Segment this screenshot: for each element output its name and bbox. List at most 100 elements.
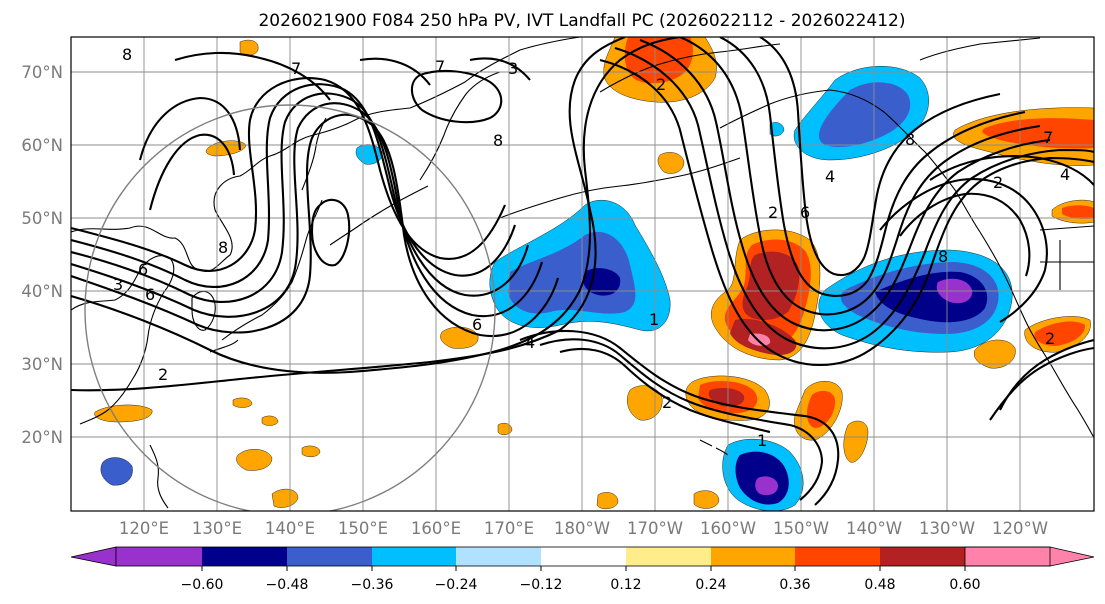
lon-label: 150°W: [773, 519, 829, 538]
negative-anomaly: [818, 82, 911, 147]
positive-anomaly: [693, 490, 720, 509]
contour-label: 6: [145, 285, 155, 304]
map-panel: 8 7 7 2 8 8 2 2 4 7 6 3 6 2 8 6 4 1 2 6 …: [71, 37, 1094, 511]
positive-anomaly: [497, 423, 513, 435]
pv-contour: [71, 77, 506, 272]
north-america-coastline: [979, 231, 1094, 439]
colorbar-extend-min: [70, 546, 117, 567]
colorbar-segment: [372, 547, 456, 566]
contour-label: 8: [938, 247, 948, 266]
lon-label: 170°W: [627, 519, 683, 538]
contour-label: 3: [508, 59, 518, 78]
lon-label: 140°E: [265, 519, 315, 538]
pv-contour: [719, 37, 1026, 297]
kuril-islands: [329, 185, 429, 246]
colorbar-tick-label: −0.48: [266, 577, 309, 593]
colorbar-extend-max: [964, 546, 1095, 567]
pv-contour: [174, 51, 531, 101]
positive-anomaly: [261, 415, 279, 426]
pv-contour: [899, 192, 1031, 277]
contour-label: 6: [138, 260, 148, 279]
kamchatka-coastline: [419, 71, 501, 181]
lon-label: 140°W: [846, 519, 902, 538]
contour-label: 2: [158, 365, 168, 384]
pv-contour: [559, 347, 771, 434]
pv-contour: [679, 37, 1041, 316]
contour-label: 7: [291, 59, 301, 78]
positive-anomaly: [742, 251, 800, 320]
colorbar-tick-label: −0.60: [181, 577, 224, 593]
latitude-labels: 70°N 60°N 50°N 40°N 30°N 20°N: [21, 63, 63, 447]
pv-contour: [614, 46, 1094, 350]
aleutian-islands: [499, 157, 741, 219]
contour-label: 4: [525, 333, 535, 352]
contour-label: 6: [800, 203, 810, 222]
colorbar-tick-label: −0.24: [435, 577, 478, 593]
colorbar-tick-label: 0.12: [610, 577, 641, 593]
colorbar-segment: [456, 547, 541, 566]
contour-label: 4: [825, 167, 835, 186]
colorbar-segment: [202, 547, 287, 566]
colorbar-ticks: [201, 566, 966, 571]
lon-label: 130°E: [192, 519, 242, 538]
positive-anomaly: [301, 445, 321, 457]
pv-contour: [519, 329, 840, 506]
pv-contour: [71, 102, 544, 318]
pv-contour: [599, 58, 1094, 366]
negative-anomaly: [583, 268, 621, 296]
contour-label: 1: [757, 431, 767, 450]
colorbar-segment: [541, 547, 626, 566]
negative-anomaly: [100, 457, 133, 486]
colorbar-frame: [115, 546, 1051, 567]
colorbar-segment: [287, 547, 372, 566]
colorbar: −0.60 −0.48 −0.36 −0.24 −0.12 0.12 0.24 …: [70, 546, 1095, 593]
philippines-coastline: [149, 444, 169, 509]
longitude-labels: 120°E 130°E 140°E 150°E 160°E 170°E 180°…: [119, 519, 1048, 538]
hudson-coastline: [1039, 225, 1094, 290]
lat-label: 60°N: [21, 136, 63, 155]
lon-label: 160°E: [411, 519, 461, 538]
lon-label: 170°E: [484, 519, 534, 538]
colorbar-segment: [116, 547, 202, 566]
colorbar-segment: [795, 547, 880, 566]
lat-label: 30°N: [21, 355, 63, 374]
alaska-coastline: [719, 89, 981, 233]
positive-anomaly: [657, 152, 685, 174]
map-frame: [70, 36, 1095, 512]
lon-label: 120°W: [992, 519, 1048, 538]
pv-contour: [759, 37, 1001, 277]
pv-contour: [138, 96, 242, 211]
lon-label: 120°E: [119, 519, 169, 538]
contour-label: 6: [472, 315, 482, 334]
colorbar-tick-label: 0.48: [864, 577, 895, 593]
contour-label: 7: [435, 57, 445, 76]
positive-anomaly: [974, 339, 1016, 369]
colorbar-segment: [880, 547, 965, 566]
figure-title: 2026021900 F084 250 hPa PV, IVT Landfall…: [258, 11, 905, 31]
hawaii-islands: [699, 439, 729, 456]
contour-label: 2: [768, 203, 778, 222]
contour-label: 1: [649, 310, 659, 329]
pv-contour: [879, 178, 1048, 323]
range-circle: [84, 104, 496, 511]
positive-anomaly: [236, 449, 273, 471]
arctic-coastline: [599, 37, 1041, 93]
lon-label: 160°W: [700, 519, 756, 538]
contour-label: 8: [493, 131, 503, 150]
contour-label: 8: [218, 238, 228, 257]
positive-anomaly: [596, 492, 619, 509]
lat-label: 50°N: [21, 209, 63, 228]
lat-label: 20°N: [21, 428, 63, 447]
lon-label: 150°E: [338, 519, 388, 538]
contour-label: 2: [656, 75, 666, 94]
lon-label: 130°W: [919, 519, 975, 538]
contour-label: 3: [113, 275, 123, 294]
pv-contour: [71, 37, 626, 392]
colorbar-tick-label: −0.36: [351, 577, 394, 593]
pv-contour: [71, 113, 560, 338]
positive-anomaly: [982, 118, 1094, 149]
colorbar-tick-label: −0.12: [520, 577, 563, 593]
negative-anomaly: [755, 476, 778, 496]
lat-label: 70°N: [21, 63, 63, 82]
